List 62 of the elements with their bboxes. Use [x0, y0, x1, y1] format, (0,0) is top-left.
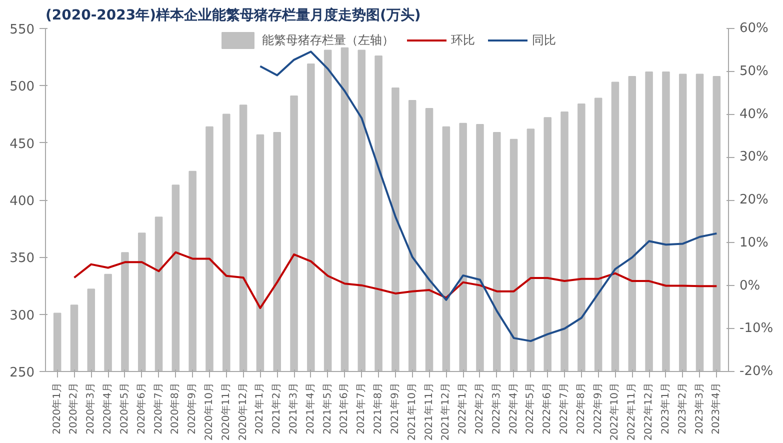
y2-tick-label: -20%	[740, 364, 774, 379]
y2-tick-label: 30%	[740, 150, 768, 165]
y-tick-label: 500	[10, 80, 35, 95]
x-tick-label: 2020年9月	[186, 382, 198, 434]
x-tick-label: 2021年7月	[355, 382, 368, 434]
x-tick-label: 2022年1月	[456, 382, 469, 434]
x-tick-label: 2021年1月	[254, 382, 266, 434]
legend-label: 能繁母猪存栏量（左轴）	[262, 32, 394, 48]
x-tick-label: 2021年8月	[372, 382, 384, 434]
x-tick-label: 2020年3月	[84, 382, 97, 434]
x-tick-label: 2022年7月	[558, 382, 570, 434]
y-tick-label: 350	[10, 251, 35, 266]
x-tick-label: 2020年8月	[169, 382, 182, 434]
x-tick-label: 2021年4月	[304, 382, 316, 434]
x-tick-label: 2023年4月	[710, 382, 722, 434]
chart-title: (2020-2023年)样本企业能繁母猪存栏量月度走势图(万头)	[46, 6, 421, 24]
line-series	[73, 251, 718, 310]
x-tick-label: 2020年12月	[236, 382, 249, 441]
x-tick-label: 2020年10月	[202, 382, 215, 441]
x-tick-label: 2020年4月	[102, 382, 114, 434]
x-tick-label: 2020年11月	[220, 382, 232, 441]
y2-tick-label: 10%	[740, 235, 768, 250]
x-tick-label: 2022年8月	[574, 382, 587, 434]
x-tick-label: 2021年3月	[288, 382, 300, 434]
x-tick-label: 2022年4月	[507, 382, 520, 434]
x-tick-label: 2022年10月	[608, 382, 621, 441]
y2-tick-label: 60%	[740, 21, 768, 36]
x-tick-label: 2021年11月	[422, 382, 435, 441]
x-tick-label: 2022年11月	[626, 382, 638, 441]
y-tick-label: 250	[10, 366, 35, 380]
x-tick-label: 2020年5月	[118, 382, 130, 434]
y2-tick-label: 0%	[740, 278, 760, 294]
y2-tick-label: 40%	[740, 106, 768, 122]
legend-label: 同比	[532, 32, 556, 48]
x-tick-label: 2021年12月	[440, 382, 452, 441]
x-tick-label: 2022年6月	[541, 382, 554, 434]
x-tick-label: 2022年5月	[524, 382, 536, 434]
y2-tick-label: -10%	[740, 321, 774, 336]
x-tick-label: 2023年1月	[659, 382, 672, 434]
x-tick-label: 2023年3月	[693, 382, 706, 434]
x-tick-label: 2021年10月	[406, 382, 418, 441]
x-tick-label: 2020年1月	[50, 382, 63, 434]
y-tick-label: 450	[10, 136, 35, 152]
x-tick-label: 2020年7月	[152, 382, 164, 434]
y-tick-label: 300	[10, 308, 35, 324]
y-tick-label: 400	[10, 194, 35, 209]
x-tick-label: 2021年2月	[270, 382, 283, 434]
x-tick-label: 2022年2月	[473, 382, 486, 434]
x-tick-label: 2022年3月	[490, 382, 502, 434]
x-tick-label: 2020年6月	[135, 382, 148, 434]
x-tick-label: 2021年9月	[388, 382, 401, 434]
x-tick-label: 2022年9月	[592, 382, 604, 434]
x-tick-label: 2021年5月	[321, 382, 334, 434]
x-tick-label: 2022年12月	[642, 382, 655, 441]
x-tick-label: 2021年6月	[338, 382, 350, 434]
line-series	[259, 50, 718, 342]
y2-tick-label: 20%	[740, 192, 768, 208]
y-tick-label: 550	[10, 22, 35, 38]
y2-tick-label: 50%	[740, 64, 768, 79]
x-tick-label: 2020年2月	[68, 382, 80, 434]
legend-label: 环比	[451, 32, 475, 48]
x-tick-label: 2023年2月	[676, 382, 688, 434]
